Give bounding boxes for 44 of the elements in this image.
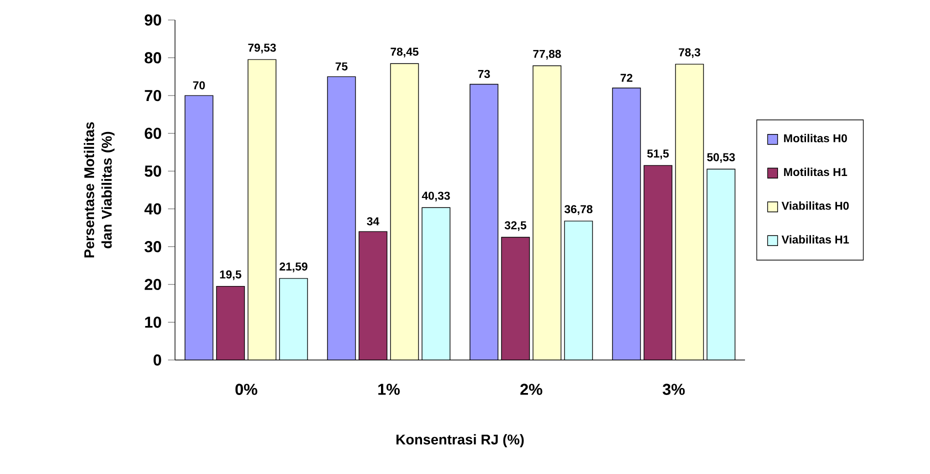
data-label: 50,53: [707, 153, 735, 163]
data-label: 70: [193, 81, 205, 90]
data-label: 73: [478, 70, 490, 78]
x-tick-label: 1%: [378, 384, 400, 395]
data-label: 75: [336, 62, 348, 70]
bar: [502, 237, 530, 360]
data-label: 40,33: [422, 192, 450, 202]
x-axis-title: Konsentrasi RJ (%): [396, 434, 524, 448]
data-label: 51,5: [647, 150, 669, 160]
y-tick-label: 10: [145, 316, 162, 328]
x-tick-label: 3%: [662, 384, 685, 395]
data-label: 78,3: [678, 48, 700, 58]
bar: [248, 60, 276, 360]
legend-label: Motilitas H0: [784, 134, 847, 142]
bar: [644, 165, 672, 360]
data-label: 19,5: [220, 270, 242, 280]
legend-label: Viabilitas H0: [782, 201, 849, 210]
bar: [675, 64, 704, 360]
bar: [390, 64, 419, 360]
data-label: 34: [366, 217, 380, 226]
y-tick-label: 70: [144, 90, 162, 102]
legend-label: Viabilitas H1: [782, 235, 849, 244]
y-tick-label: 80: [144, 52, 162, 64]
data-label: 78,45: [390, 48, 418, 58]
y-axis-title: Persentase Motilitas dan Viabilitas (%): [84, 122, 115, 258]
data-label: 79,53: [248, 44, 276, 54]
y-tick-label: 20: [144, 278, 162, 290]
y-tick-label: 40: [144, 203, 162, 214]
data-label: 21,59: [280, 262, 308, 272]
data-label: 32,5: [504, 221, 526, 231]
data-label: 36,78: [564, 205, 592, 215]
x-tick-label: 2%: [520, 384, 542, 395]
y-tick-label: 60: [144, 128, 162, 139]
data-label: 77,88: [533, 50, 561, 60]
legend-label: Motilitas H1: [784, 168, 848, 176]
y-tick-label: 0: [154, 354, 162, 366]
x-tick-label: 0%: [235, 384, 258, 395]
y-tick-label: 30: [144, 241, 162, 252]
bar: [216, 286, 244, 360]
y-tick-label: 90: [144, 14, 162, 26]
data-label: 72: [620, 74, 632, 82]
y-tick-label: 50: [144, 166, 162, 177]
bar: [359, 232, 387, 360]
bar: [533, 66, 562, 360]
